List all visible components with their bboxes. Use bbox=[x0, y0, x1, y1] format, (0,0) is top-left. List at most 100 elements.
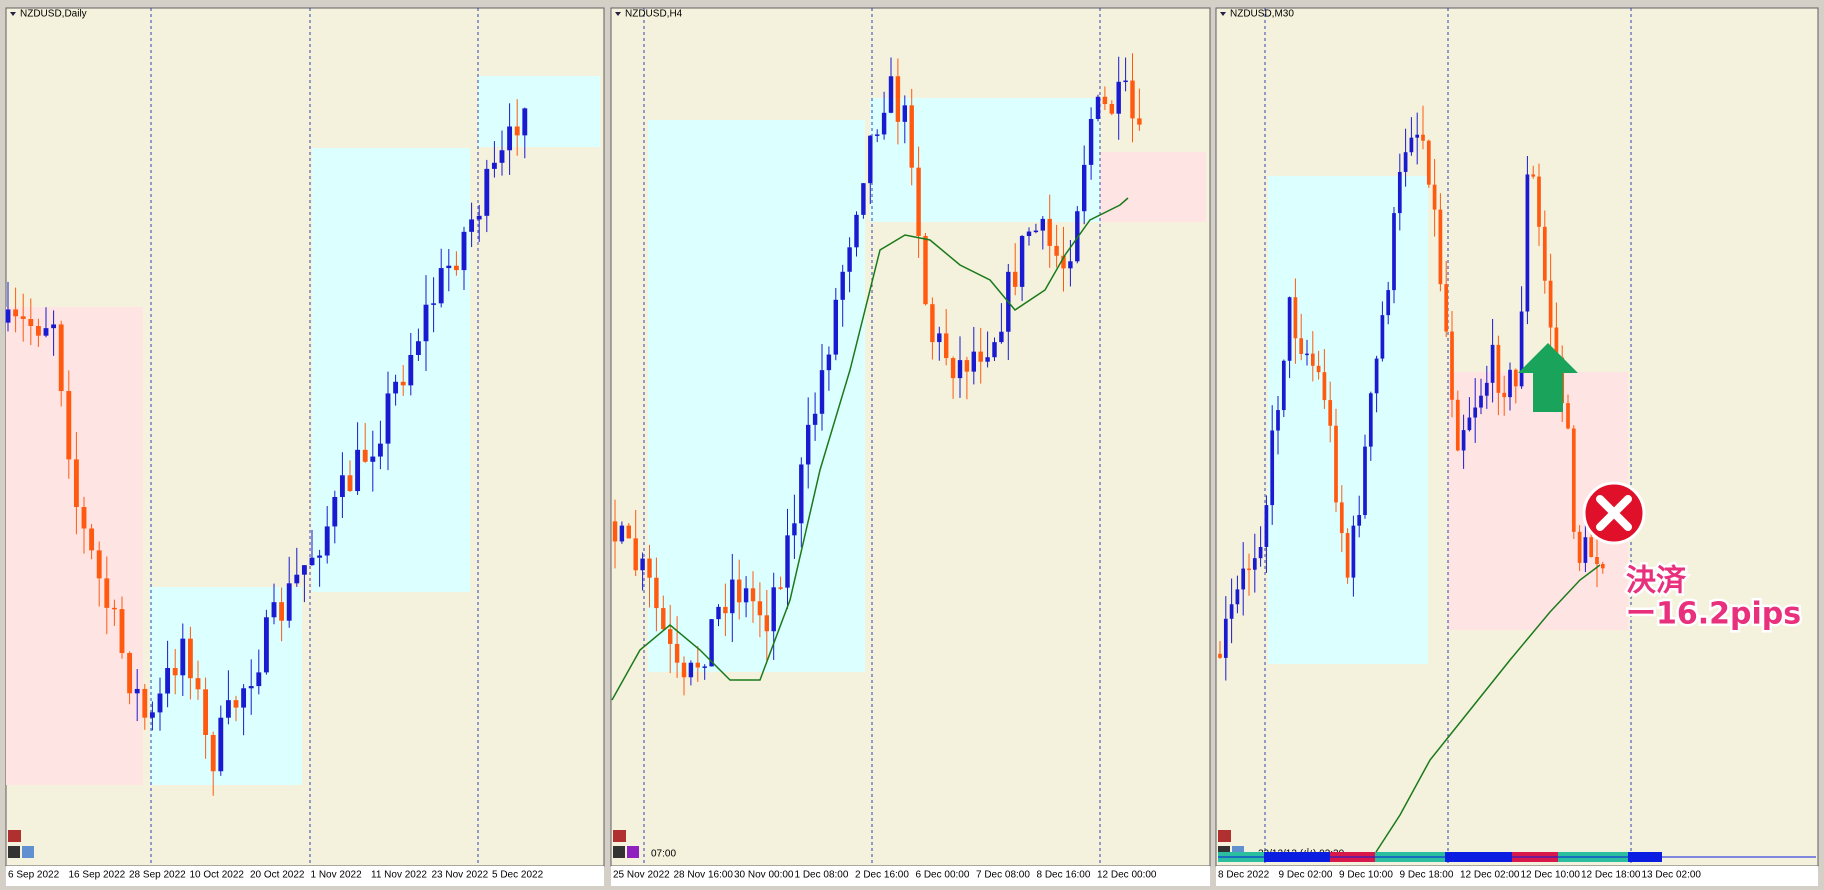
x-tick-label: 13 Dec 02:00 bbox=[1642, 870, 1702, 881]
x-tick-label: 25 Nov 2022 bbox=[613, 870, 670, 881]
candle-body bbox=[203, 689, 209, 735]
candle-body bbox=[89, 528, 95, 551]
candle-body bbox=[992, 342, 997, 358]
candle-body bbox=[1316, 365, 1321, 373]
candle-body bbox=[1328, 400, 1333, 426]
candle-body bbox=[868, 135, 873, 184]
candle-body bbox=[1537, 176, 1541, 227]
candle-body bbox=[819, 370, 825, 414]
candle-body bbox=[1571, 428, 1576, 532]
candle-body bbox=[484, 168, 490, 216]
candle-body bbox=[1223, 618, 1228, 658]
candle-body bbox=[1374, 358, 1379, 394]
candle-body bbox=[1496, 344, 1501, 393]
candle-body bbox=[909, 105, 914, 168]
candle-body bbox=[142, 688, 148, 718]
candle-body bbox=[1380, 315, 1385, 359]
candle-body bbox=[1345, 533, 1350, 578]
candle-body bbox=[647, 558, 652, 578]
candle-body bbox=[187, 638, 193, 679]
candle-body bbox=[1287, 297, 1292, 361]
candle-body bbox=[13, 309, 19, 317]
x-tick-label: 9 Dec 18:00 bbox=[1400, 870, 1454, 881]
x-axis bbox=[611, 866, 1210, 886]
close-icon-x bbox=[1596, 495, 1632, 531]
tool-icon bbox=[8, 846, 20, 858]
candle-body bbox=[826, 354, 832, 371]
x-axis bbox=[6, 866, 604, 886]
candle-body bbox=[667, 629, 673, 644]
candle-body bbox=[1455, 399, 1460, 451]
candle-body bbox=[1566, 403, 1570, 429]
candle-body bbox=[127, 653, 133, 694]
candle-body bbox=[833, 299, 839, 355]
candle-body bbox=[241, 688, 247, 708]
candle-body bbox=[332, 496, 338, 527]
time-label: 07:00 bbox=[651, 849, 676, 860]
candle-body bbox=[514, 126, 520, 136]
candle-body bbox=[1403, 152, 1408, 172]
tool-icon bbox=[613, 846, 625, 858]
candle-body bbox=[730, 579, 735, 614]
candle-body bbox=[1264, 505, 1269, 547]
candle-body bbox=[1247, 568, 1251, 571]
candle-body bbox=[716, 606, 721, 620]
candle-body bbox=[785, 535, 790, 588]
candle-body bbox=[119, 609, 125, 654]
candle-body bbox=[1075, 211, 1080, 262]
x-tick-label: 12 Dec 02:00 bbox=[1460, 870, 1520, 881]
x-tick-label: 23 Nov 2022 bbox=[432, 870, 489, 881]
chart-title: NZDUSD,M30 bbox=[1230, 9, 1294, 20]
x-tick-label: 28 Sep 2022 bbox=[129, 870, 186, 881]
candle-body bbox=[355, 449, 361, 492]
candle-body bbox=[1116, 81, 1121, 114]
x-tick-label: 12 Dec 10:00 bbox=[1521, 870, 1581, 881]
candle-body bbox=[840, 271, 845, 300]
annotation-line: 決済 bbox=[1626, 564, 1687, 599]
x-tick-label: 6 Sep 2022 bbox=[8, 870, 60, 881]
candle-body bbox=[1012, 271, 1018, 287]
zone bbox=[312, 148, 470, 592]
candle-body bbox=[812, 413, 818, 425]
candle-body bbox=[1102, 96, 1108, 105]
candle-body bbox=[1241, 568, 1246, 590]
moving-average bbox=[1375, 564, 1601, 853]
candle-body bbox=[943, 333, 949, 359]
candle-body bbox=[286, 583, 292, 621]
candle-body bbox=[1276, 410, 1280, 431]
candle-body bbox=[1363, 446, 1367, 516]
candle-body bbox=[1461, 430, 1466, 451]
candle-body bbox=[1426, 140, 1431, 185]
candle-body bbox=[180, 638, 186, 676]
candle-body bbox=[1589, 537, 1594, 557]
candle-body bbox=[937, 333, 942, 343]
tool-icon bbox=[627, 846, 639, 858]
candle-body bbox=[1123, 80, 1128, 83]
x-tick-label: 6 Dec 00:00 bbox=[916, 870, 970, 881]
candle-body bbox=[1305, 353, 1309, 356]
candle-body bbox=[1595, 556, 1599, 565]
candle-body bbox=[1068, 261, 1073, 269]
candle-body bbox=[1392, 213, 1396, 291]
candle-body bbox=[681, 662, 687, 678]
candle-body bbox=[1490, 344, 1495, 383]
candle-body bbox=[1235, 589, 1240, 605]
candle-body bbox=[971, 351, 977, 372]
candle-body bbox=[750, 588, 756, 602]
candle-body bbox=[400, 381, 406, 386]
candle-body bbox=[1258, 546, 1263, 559]
candle-body bbox=[172, 668, 178, 676]
candle-body bbox=[723, 606, 728, 614]
x-tick-label: 9 Dec 02:00 bbox=[1279, 870, 1333, 881]
candle-body bbox=[1473, 407, 1478, 418]
chart-panel: NZDUSD,M3022/12/13 (火) 03:308 Dec 20229 … bbox=[1215, 7, 1819, 886]
trade-icon bbox=[8, 830, 21, 842]
candle-body bbox=[861, 183, 866, 215]
candle-body bbox=[453, 265, 459, 271]
candle-body bbox=[1386, 290, 1391, 316]
candle-body bbox=[778, 587, 783, 589]
candle-body bbox=[423, 304, 429, 342]
candle-body bbox=[1019, 235, 1025, 287]
candle-body bbox=[81, 506, 87, 529]
